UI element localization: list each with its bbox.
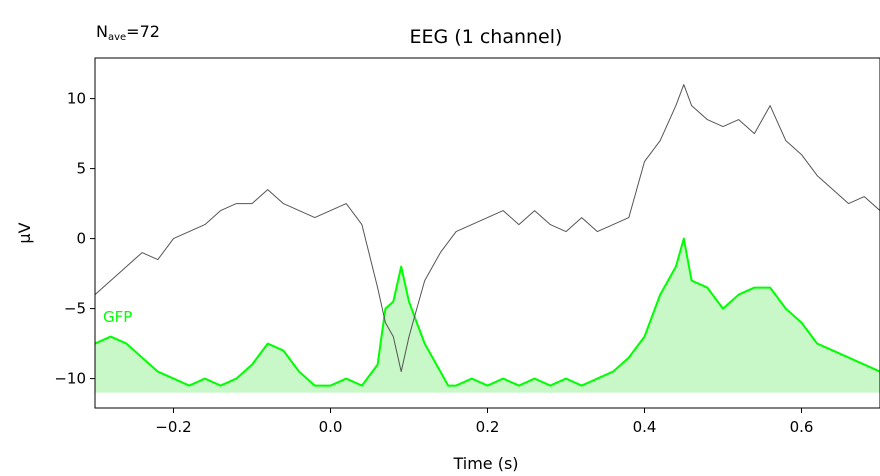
gfp-label: GFP (103, 308, 132, 326)
x-tick-label: −0.2 (155, 418, 191, 436)
x-axis: −0.2 0.0 0.2 0.4 0.6 (155, 408, 813, 436)
x-tick-label: 0.0 (319, 418, 343, 436)
nave-suffix: =72 (126, 22, 160, 41)
x-tick-label: 0.4 (633, 418, 657, 436)
y-tick-label: 5 (76, 160, 86, 178)
nave-main: N (96, 22, 108, 41)
nave-sub: ave (108, 32, 126, 43)
y-tick-label: −5 (64, 300, 86, 318)
gfp-area (95, 238, 880, 393)
chart-title: EEG (1 channel) (410, 26, 563, 48)
y-tick-label: 0 (76, 230, 86, 248)
gfp-line (94, 237, 880, 387)
x-tick-label: 0.6 (790, 418, 814, 436)
x-axis-label: Time (s) (452, 454, 518, 473)
y-axis: 10 5 0 −5 −10 (54, 90, 95, 388)
eeg-channel-line (94, 84, 880, 373)
plot-area: −0.2 0.0 0.2 0.4 0.6 10 5 0 −5 −10 (54, 57, 880, 436)
series-layer (94, 84, 880, 393)
y-tick-label: −10 (54, 370, 86, 388)
y-tick-label: 10 (67, 90, 86, 108)
nave-annotation: Nave=72 (96, 22, 160, 43)
y-axis-label: µV (15, 222, 34, 243)
x-tick-label: 0.2 (476, 418, 500, 436)
